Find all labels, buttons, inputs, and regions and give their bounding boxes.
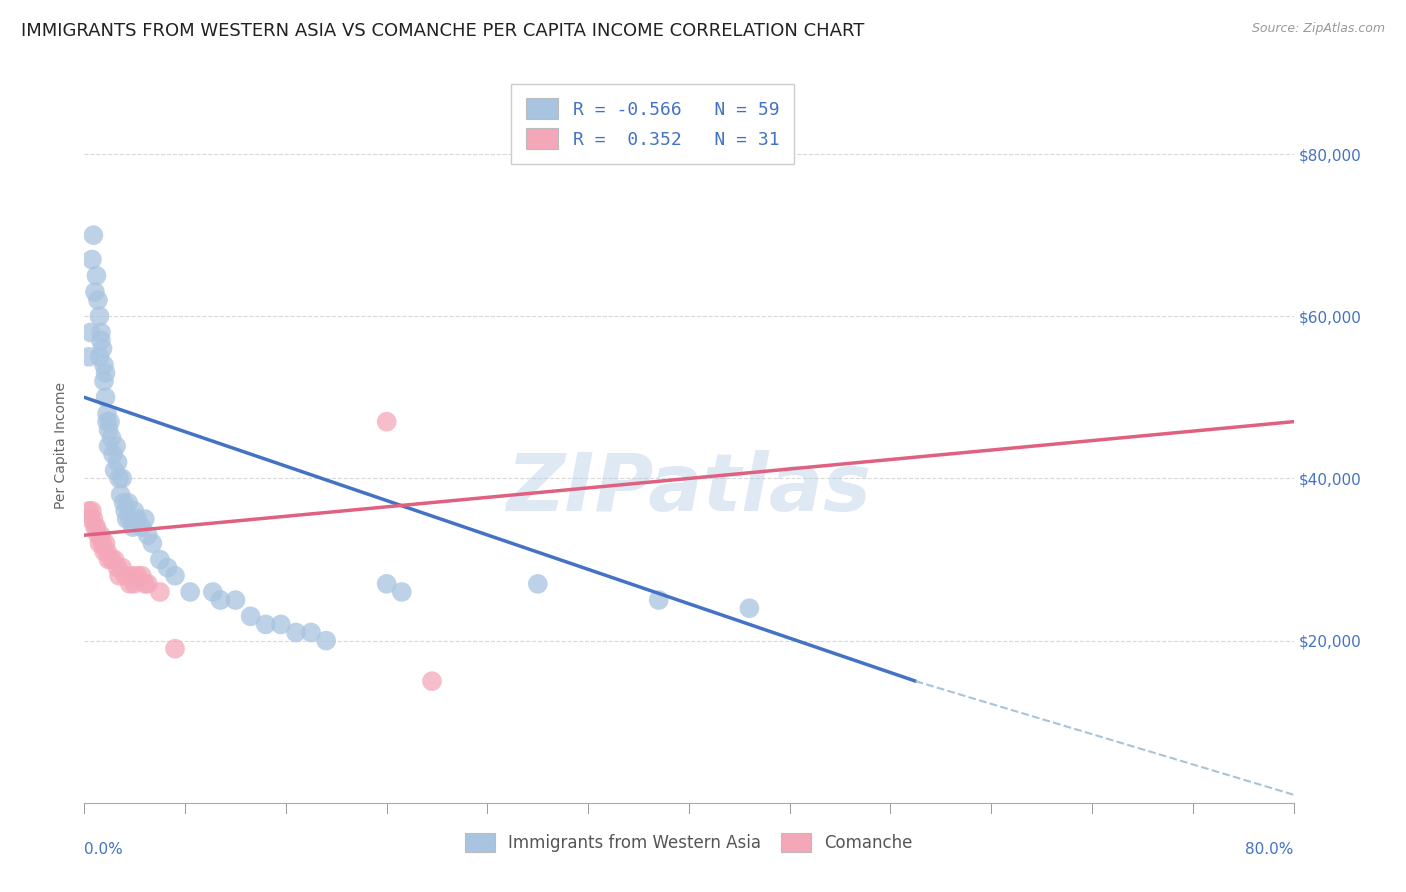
Point [97, 423, 120, 437]
Point [121, 568, 143, 582]
Point [122, 504, 145, 518]
Point [209, 593, 232, 607]
Point [738, 601, 761, 615]
Point [117, 496, 139, 510]
Point [107, 560, 129, 574]
Point [89, 536, 111, 550]
Point [77, 350, 100, 364]
Point [239, 609, 262, 624]
Point [90, 326, 112, 340]
Point [77, 504, 100, 518]
Text: 80.0%: 80.0% [1246, 842, 1294, 857]
Point [87, 293, 110, 307]
Point [225, 593, 247, 607]
Point [97, 439, 120, 453]
Point [104, 463, 127, 477]
Point [107, 455, 129, 469]
Point [131, 520, 153, 534]
Point [527, 577, 550, 591]
Legend: Immigrants from Western Asia, Comanche: Immigrants from Western Asia, Comanche [458, 826, 920, 859]
Point [84, 520, 107, 534]
Point [111, 471, 134, 485]
Point [80, 504, 103, 518]
Point [94, 366, 117, 380]
Point [115, 512, 138, 526]
Point [79, 512, 101, 526]
Point [270, 617, 292, 632]
Point [131, 568, 153, 582]
Point [420, 674, 443, 689]
Point [315, 633, 337, 648]
Point [96, 407, 118, 421]
Point [82, 512, 104, 526]
Point [86, 268, 108, 283]
Point [648, 593, 671, 607]
Point [79, 326, 101, 340]
Text: Source: ZipAtlas.com: Source: ZipAtlas.com [1251, 22, 1385, 36]
Point [105, 439, 128, 453]
Point [375, 415, 398, 429]
Point [141, 536, 163, 550]
Point [111, 560, 134, 574]
Point [254, 617, 277, 632]
Point [201, 585, 224, 599]
Text: 0.0%: 0.0% [84, 842, 124, 857]
Point [112, 496, 135, 510]
Point [96, 544, 118, 558]
Point [114, 568, 136, 582]
Point [89, 310, 111, 324]
Point [101, 447, 124, 461]
Point [285, 625, 308, 640]
Point [299, 625, 322, 640]
Point [149, 552, 172, 566]
Point [89, 350, 111, 364]
Point [80, 252, 103, 267]
Point [114, 504, 136, 518]
Point [94, 536, 117, 550]
Point [94, 390, 117, 404]
Point [84, 285, 107, 299]
Point [108, 471, 131, 485]
Point [122, 577, 145, 591]
Point [110, 488, 132, 502]
Point [127, 512, 149, 526]
Point [86, 520, 108, 534]
Point [90, 528, 112, 542]
Point [93, 374, 115, 388]
Point [91, 536, 114, 550]
Point [136, 528, 159, 542]
Point [90, 334, 112, 348]
Point [136, 577, 159, 591]
Point [121, 520, 143, 534]
Point [118, 577, 141, 591]
Point [165, 568, 187, 582]
Point [179, 585, 201, 599]
Point [127, 568, 149, 582]
Point [82, 228, 104, 243]
Y-axis label: Per Capita Income: Per Capita Income [55, 383, 69, 509]
Point [391, 585, 413, 599]
Point [108, 568, 131, 582]
Point [100, 552, 122, 566]
Point [93, 544, 115, 558]
Point [104, 552, 127, 566]
Point [97, 552, 120, 566]
Point [134, 512, 156, 526]
Point [93, 358, 115, 372]
Point [156, 560, 179, 574]
Point [87, 528, 110, 542]
Text: IMMIGRANTS FROM WESTERN ASIA VS COMANCHE PER CAPITA INCOME CORRELATION CHART: IMMIGRANTS FROM WESTERN ASIA VS COMANCHE… [21, 22, 865, 40]
Point [91, 342, 114, 356]
Point [149, 585, 172, 599]
Point [100, 431, 122, 445]
Point [118, 512, 141, 526]
Text: ZIPatlas: ZIPatlas [506, 450, 872, 528]
Point [375, 577, 398, 591]
Point [165, 641, 187, 656]
Point [96, 415, 118, 429]
Point [98, 415, 121, 429]
Point [134, 577, 156, 591]
